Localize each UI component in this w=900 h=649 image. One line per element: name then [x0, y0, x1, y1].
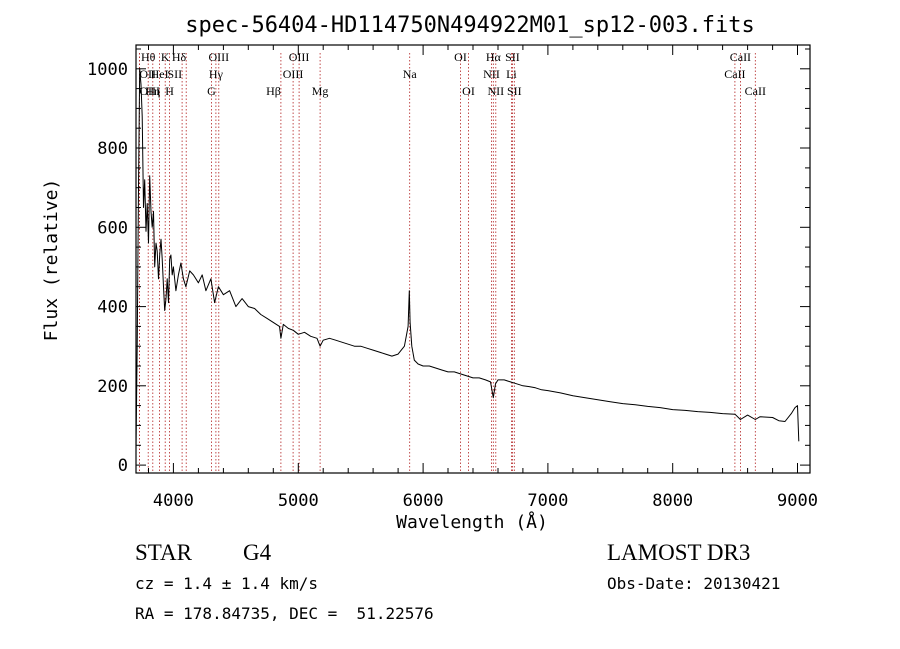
annotation-label: HeI	[151, 67, 169, 81]
x-tick-label: 4000	[153, 491, 194, 511]
annotation-label: OIII	[283, 67, 304, 81]
annotation-label: Hη	[145, 84, 160, 98]
annotation-label: Mg	[312, 84, 329, 98]
annotation-label: OIII	[208, 50, 229, 64]
annotation-label: Hγ	[209, 67, 224, 81]
spectrum-line	[135, 68, 800, 450]
x-axis-ticks: 4000 5000 6000 7000 8000 9000	[148, 45, 818, 511]
x-tick-label: 5000	[278, 491, 319, 511]
annotation-label: Hδ	[172, 50, 187, 64]
annotation-label: NII	[483, 67, 500, 81]
annotation-label: OI	[454, 50, 467, 64]
y-axis-ticks: 0 200 400 600 800 1000	[87, 48, 810, 476]
annotation-label: G	[207, 84, 216, 98]
annotation-label: Hα	[486, 50, 502, 64]
line-annotations: OIIOIIIHθHηHeIKHSIIHδGHγOIIIHβOIIIOIIIMg…	[139, 50, 766, 98]
annotation-label: SII	[167, 67, 182, 81]
line-markers	[138, 53, 756, 473]
y-tick-label: 0	[118, 456, 128, 476]
x-tick-label: 9000	[777, 491, 818, 511]
x-tick-label: 6000	[403, 491, 444, 511]
annotation-label: CaII	[730, 50, 751, 64]
x-tick-label: 8000	[652, 491, 693, 511]
x-axis-label: Wavelength (Å)	[396, 511, 548, 533]
redshift-cz: cz = 1.4 ± 1.4 km/s	[135, 574, 319, 593]
survey-name: LAMOST DR3	[607, 540, 751, 565]
y-tick-label: 200	[97, 377, 128, 397]
y-axis-label: Flux (relative)	[41, 179, 62, 342]
annotation-label: OII	[139, 67, 156, 81]
annotation-label: CaII	[745, 84, 766, 98]
annotation-label: Hβ	[266, 84, 281, 98]
chart-title: spec-56404-HD114750N494922M01_sp12-003.f…	[185, 13, 755, 38]
annotation-label: K	[161, 50, 170, 64]
x-tick-label: 7000	[527, 491, 568, 511]
y-tick-label: 600	[97, 218, 128, 238]
annotation-label: NII	[487, 84, 504, 98]
annotation-label: Hθ	[141, 50, 156, 64]
annotation-label: CaII	[724, 67, 745, 81]
annotation-label: Na	[403, 67, 418, 81]
subclass: G4	[243, 540, 272, 565]
plot-frame	[135, 44, 811, 474]
annotation-label: Li	[506, 67, 517, 81]
y-tick-label: 400	[97, 298, 128, 318]
spectrum-series	[135, 68, 800, 450]
y-tick-label: 800	[97, 139, 128, 159]
annotation-label: OI	[462, 84, 475, 98]
annotation-label: OIII	[289, 50, 310, 64]
observation-date: Obs-Date: 20130421	[607, 574, 781, 593]
annotation-label: H	[165, 84, 174, 98]
coordinates: RA = 178.84735, DEC = 51.22576	[135, 604, 434, 623]
annotation-label: OIII	[139, 84, 160, 98]
annotation-label: SII	[507, 84, 522, 98]
object-class: STAR	[135, 540, 192, 565]
annotation-label: SII	[505, 50, 520, 64]
y-tick-label: 1000	[87, 60, 128, 80]
